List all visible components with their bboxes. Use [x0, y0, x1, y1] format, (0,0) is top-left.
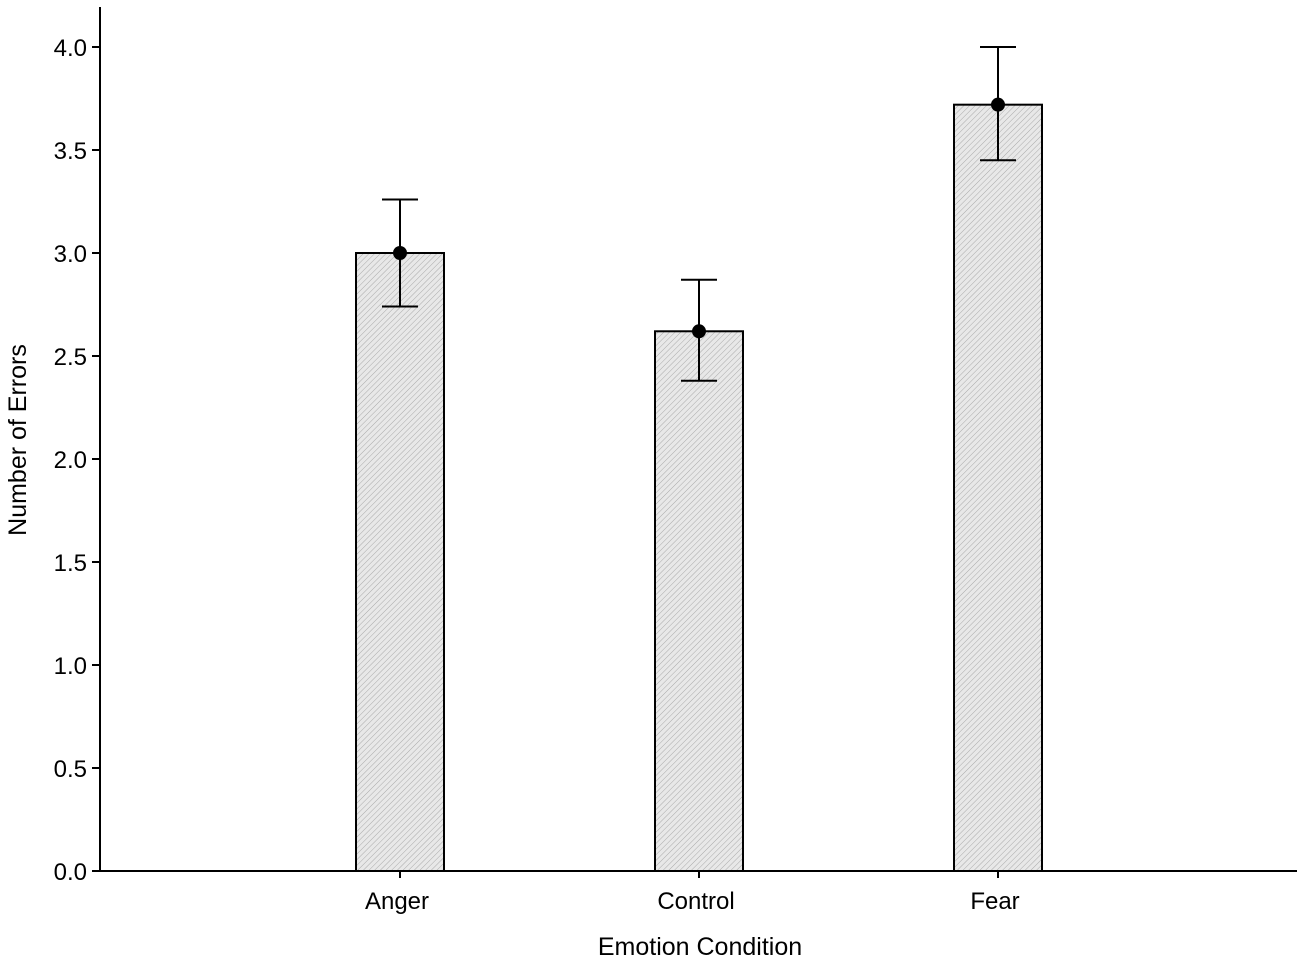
y-tick-label: 1.0	[54, 653, 87, 680]
plot-area: 0.0 0.5 1.0 1.5 2.0 2.5 3.0 3.5 4.0 Anger Control F…	[54, 7, 1297, 915]
bar-fear	[953, 103, 1043, 873]
mean-marker-control	[692, 324, 706, 339]
y-tick-label: 2.0	[54, 447, 87, 474]
x-axis-title: Emotion Condition	[598, 933, 802, 961]
y-tick-label: 2.5	[54, 344, 87, 371]
mean-marker-fear	[991, 97, 1005, 112]
bar-control	[654, 330, 744, 872]
y-tick-label: 4.0	[54, 35, 87, 62]
mean-marker-anger	[393, 246, 407, 260]
y-tick-label: 1.5	[54, 550, 87, 577]
x-tick-label-anger: Anger	[365, 888, 429, 915]
y-tick-label: 0.0	[54, 859, 87, 886]
x-tick-label-fear: Fear	[970, 888, 1019, 915]
y-tick-label: 3.5	[54, 138, 87, 165]
bar-anger	[355, 252, 445, 872]
y-tick-label: 0.5	[54, 756, 87, 783]
y-tick-label: 3.0	[54, 241, 87, 268]
y-axis-title: Number of Errors	[4, 344, 32, 536]
x-tick-label-control: Control	[657, 888, 734, 915]
